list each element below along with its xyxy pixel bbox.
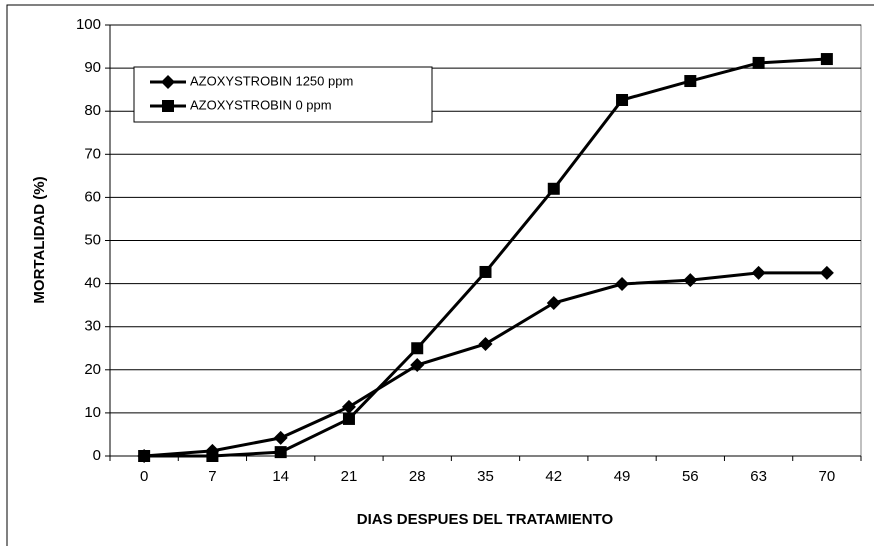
x-tick-label: 49 [614, 468, 631, 485]
marker [410, 358, 425, 373]
marker [819, 265, 834, 280]
marker [684, 75, 697, 88]
marker [616, 93, 629, 106]
y-tick-label: 80 [84, 102, 101, 119]
y-tick-label: 60 [84, 188, 101, 205]
y-axis-title: MORTALIDAD (%) [31, 176, 48, 303]
y-tick-label: 10 [84, 404, 101, 421]
x-tick-label: 70 [819, 468, 836, 485]
marker [683, 273, 698, 288]
marker [751, 265, 766, 280]
x-tick-label: 21 [341, 468, 358, 485]
y-tick-label: 30 [84, 318, 101, 335]
marker [161, 75, 175, 89]
y-tick-label: 40 [84, 275, 101, 292]
y-tick-label: 70 [84, 145, 101, 162]
y-tick-label: 0 [93, 447, 101, 464]
chart-border [6, 4, 874, 546]
x-tick-label: 7 [208, 468, 216, 485]
marker [274, 446, 287, 459]
x-tick-label: 35 [477, 468, 494, 485]
y-tick-label: 90 [84, 59, 101, 76]
marker [341, 399, 356, 414]
marker [342, 412, 355, 425]
x-tick-label: 14 [272, 468, 289, 485]
x-tick-label: 42 [545, 468, 562, 485]
marker [138, 450, 151, 462]
marker [546, 295, 561, 310]
legend-box [133, 66, 433, 123]
marker [615, 277, 630, 292]
marker [478, 336, 493, 351]
marker [752, 56, 765, 69]
marker [547, 182, 560, 195]
x-tick-label: 28 [409, 468, 426, 485]
y-tick-label: 100 [76, 16, 101, 33]
legend-label: AZOXYSTROBIN 1250 ppm [190, 73, 353, 88]
marker [206, 450, 219, 462]
y-tick-label: 50 [84, 231, 101, 248]
y-tick-label: 20 [84, 361, 101, 378]
marker [411, 342, 424, 355]
marker [820, 53, 833, 66]
marker [479, 265, 492, 278]
x-tick-label: 63 [750, 468, 767, 485]
marker [273, 430, 288, 445]
x-axis-title: DIAS DESPUES DEL TRATAMIENTO [357, 511, 614, 528]
legend-label: AZOXYSTROBIN 0 ppm [190, 97, 332, 112]
x-tick-label: 0 [140, 468, 148, 485]
marker [162, 100, 174, 112]
x-tick-label: 56 [682, 468, 699, 485]
